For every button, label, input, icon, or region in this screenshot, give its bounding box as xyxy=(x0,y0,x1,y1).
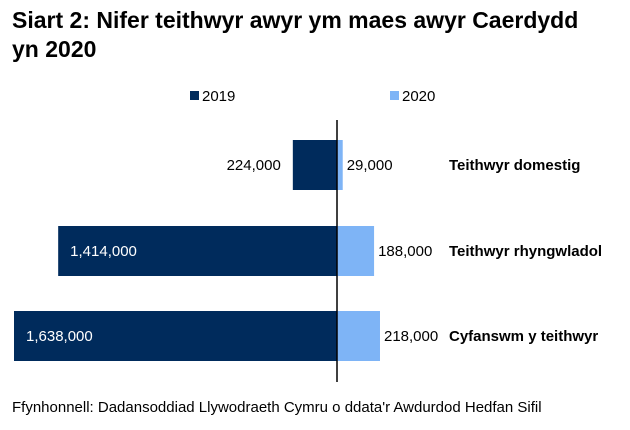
bar-2019 xyxy=(58,226,338,276)
bar-2020 xyxy=(337,140,343,190)
legend-swatch xyxy=(390,91,399,100)
legend-swatch xyxy=(190,91,199,100)
bar-2020 xyxy=(337,311,380,361)
data-label-2020: 29,000 xyxy=(347,157,393,174)
category-label: Cyfanswm y teithwyr xyxy=(449,328,598,345)
bar-2019 xyxy=(14,311,337,361)
chart-title-line: Siart 2: Nifer teithwyr awyr ym maes awy… xyxy=(12,7,578,33)
data-label-2020: 218,000 xyxy=(384,328,438,345)
legend-label: 2019 xyxy=(202,88,235,105)
source-note: Ffynhonnell: Dadansoddiad Llywodraeth Cy… xyxy=(12,399,542,416)
data-label-2019: 224,000 xyxy=(227,157,281,174)
bar-2019 xyxy=(292,140,337,190)
category-label: Teithwyr domestig xyxy=(449,157,580,174)
data-label-2019: 1,638,000 xyxy=(26,328,93,345)
legend-label: 2020 xyxy=(402,88,435,105)
data-label-2019: 1,414,000 xyxy=(70,243,137,260)
data-label-2020: 188,000 xyxy=(378,243,432,260)
chart-title-line: yn 2020 xyxy=(12,36,96,62)
category-label: Teithwyr rhyngwladol xyxy=(449,243,602,260)
bar-2020 xyxy=(337,226,375,276)
